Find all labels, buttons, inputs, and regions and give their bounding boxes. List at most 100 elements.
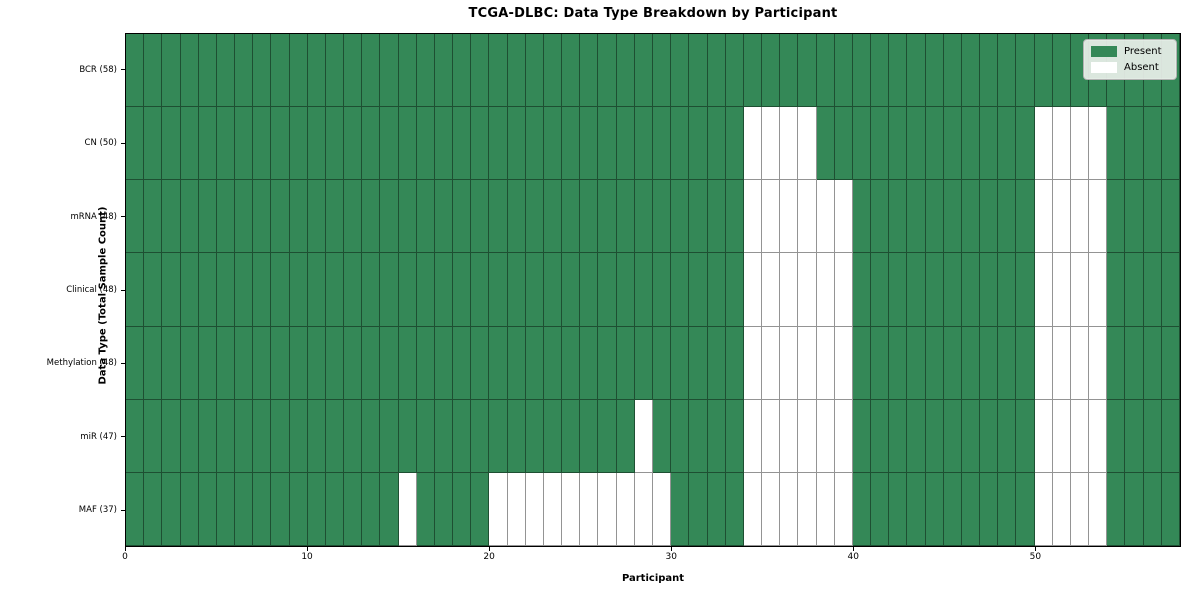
- heatmap-cell: [525, 107, 544, 181]
- heatmap-grid: [125, 33, 1181, 547]
- heatmap-cell: [325, 180, 345, 254]
- heatmap-cell: [889, 399, 908, 473]
- heatmap-cell: [1089, 399, 1108, 473]
- heatmap-cell: [598, 472, 617, 546]
- heatmap-cell: [507, 472, 526, 546]
- heatmap-cell: [434, 180, 454, 254]
- heatmap-cell: [707, 253, 726, 327]
- heatmap-cell: [434, 34, 454, 108]
- heatmap-cell: [598, 107, 617, 181]
- heatmap-cell: [743, 253, 763, 327]
- heatmap-cell: [1143, 326, 1162, 400]
- heatmap-cell: [144, 34, 163, 108]
- heatmap-cell: [289, 472, 308, 546]
- heatmap-cell: [1016, 472, 1035, 546]
- x-tick-mark: [671, 547, 673, 551]
- heatmap-cell: [689, 107, 708, 181]
- heatmap-cell: [943, 326, 962, 400]
- heatmap-cell: [543, 472, 563, 546]
- heatmap-cell: [253, 472, 272, 546]
- heatmap-cell: [798, 34, 817, 108]
- heatmap-cell: [780, 180, 799, 254]
- heatmap-cell: [998, 34, 1017, 108]
- heatmap-cell: [580, 180, 599, 254]
- heatmap-cell: [162, 253, 181, 327]
- heatmap-cell: [961, 253, 981, 327]
- heatmap-cell: [1089, 472, 1108, 546]
- heatmap-cell: [652, 107, 672, 181]
- heatmap-cell: [780, 107, 799, 181]
- heatmap-cell: [198, 472, 217, 546]
- heatmap-cell: [616, 472, 635, 546]
- heatmap-cell: [725, 107, 744, 181]
- heatmap-cell: [253, 399, 272, 473]
- heatmap-cell: [598, 253, 617, 327]
- heatmap-cell: [1089, 253, 1108, 327]
- heatmap-cell: [598, 34, 617, 108]
- heatmap-cell: [816, 326, 835, 400]
- heatmap-cell: [616, 34, 635, 108]
- heatmap-cell: [980, 34, 999, 108]
- heatmap-cell: [725, 472, 744, 546]
- heatmap-row-CN: [126, 107, 1180, 181]
- heatmap-cell: [453, 34, 472, 108]
- heatmap-cell: [271, 326, 290, 400]
- heatmap-cell: [961, 399, 981, 473]
- heatmap-cell: [198, 399, 217, 473]
- heatmap-cell: [1143, 253, 1162, 327]
- heatmap-cell: [362, 472, 381, 546]
- heatmap-cell: [961, 180, 981, 254]
- heatmap-cell: [580, 253, 599, 327]
- heatmap-cell: [416, 107, 435, 181]
- heatmap-cell: [671, 472, 690, 546]
- heatmap-cell: [126, 253, 145, 327]
- heatmap-cell: [271, 253, 290, 327]
- heatmap-cell: [816, 399, 835, 473]
- heatmap-cell: [453, 107, 472, 181]
- heatmap-cell: [980, 107, 999, 181]
- heatmap-cell: [762, 472, 781, 546]
- heatmap-cell: [489, 180, 508, 254]
- heatmap-cell: [198, 180, 217, 254]
- heatmap-cell: [525, 253, 544, 327]
- heatmap-cell: [253, 326, 272, 400]
- heatmap-cell: [980, 253, 999, 327]
- heatmap-cell: [798, 472, 817, 546]
- heatmap-cell: [562, 472, 581, 546]
- y-tick-mark: [121, 289, 125, 291]
- heatmap-cell: [907, 399, 926, 473]
- heatmap-cell: [943, 180, 962, 254]
- heatmap-cell: [598, 326, 617, 400]
- legend-item-absent: Absent: [1091, 62, 1168, 73]
- x-tick-label: 10: [301, 552, 313, 562]
- heatmap-cell: [743, 107, 763, 181]
- y-tick-label: BCR (58): [79, 64, 117, 75]
- heatmap-cell: [1070, 326, 1090, 400]
- heatmap-cell: [943, 107, 962, 181]
- heatmap-cell: [562, 326, 581, 400]
- heatmap-cell: [362, 253, 381, 327]
- heatmap-cell: [980, 399, 999, 473]
- heatmap-cell: [798, 180, 817, 254]
- heatmap-cell: [1125, 399, 1144, 473]
- heatmap-cell: [144, 180, 163, 254]
- heatmap-cell: [398, 180, 417, 254]
- heatmap-cell: [126, 180, 145, 254]
- heatmap-cell: [525, 472, 544, 546]
- heatmap-cell: [707, 326, 726, 400]
- heatmap-cell: [1052, 472, 1071, 546]
- heatmap-cell: [762, 34, 781, 108]
- heatmap-cell: [580, 399, 599, 473]
- heatmap-cell: [816, 107, 835, 181]
- heatmap-cell: [362, 326, 381, 400]
- heatmap-cell: [235, 34, 254, 108]
- heatmap-cell: [398, 107, 417, 181]
- heatmap-cell: [671, 180, 690, 254]
- heatmap-cell: [652, 253, 672, 327]
- y-tick-mark: [121, 69, 125, 71]
- heatmap-cell: [1034, 326, 1053, 400]
- x-tick-label: 30: [665, 552, 677, 562]
- heatmap-cell: [943, 34, 962, 108]
- heatmap-row-miR: [126, 399, 1180, 473]
